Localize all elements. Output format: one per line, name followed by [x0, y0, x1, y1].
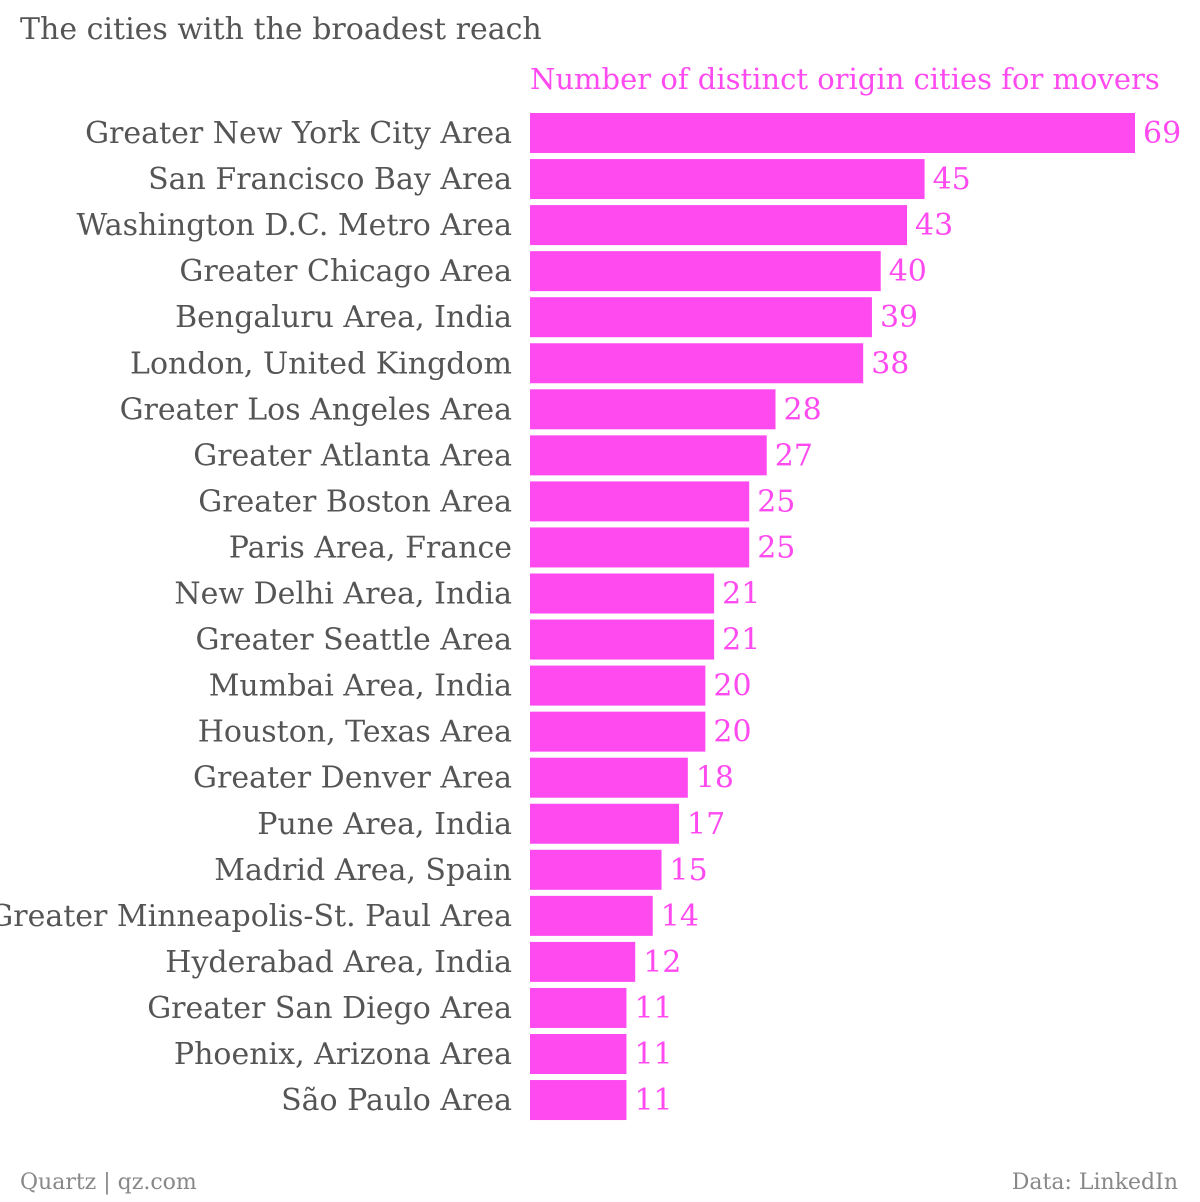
data-label: 11 [634, 991, 672, 1026]
category-label: Greater New York City Area [85, 116, 512, 151]
data-label: 11 [634, 1083, 672, 1118]
data-label: 20 [713, 715, 751, 750]
data-label: 40 [889, 254, 927, 289]
bar [530, 987, 627, 1028]
data-label: 15 [670, 853, 708, 888]
category-label: Pune Area, India [257, 807, 512, 842]
bar [530, 895, 653, 936]
category-label: São Paulo Area [281, 1083, 512, 1118]
footer-data-credit: Data: LinkedIn [1011, 1170, 1178, 1195]
bar [530, 389, 776, 430]
bar [530, 803, 680, 844]
category-label: Greater Seattle Area [196, 623, 513, 658]
bar [530, 159, 925, 200]
category-label: Greater Minneapolis-St. Paul Area [0, 899, 512, 934]
data-label: 25 [757, 484, 795, 519]
bar [530, 481, 750, 522]
bar [530, 113, 1135, 153]
footer-source-credit: Quartz | qz.com [20, 1170, 197, 1195]
category-label: Houston, Texas Area [198, 715, 512, 750]
series-label: Number of distinct origin cities for mov… [530, 62, 1160, 96]
data-label: 20 [713, 669, 751, 704]
category-label: San Francisco Bay Area [148, 162, 512, 197]
bar [530, 573, 715, 614]
category-label: Bengaluru Area, India [175, 300, 512, 335]
data-label: 69 [1143, 116, 1181, 151]
data-label: 17 [687, 807, 725, 842]
data-label: 45 [933, 162, 971, 197]
data-label: 11 [634, 1037, 672, 1072]
data-label: 25 [757, 530, 795, 565]
data-label: 39 [880, 300, 918, 335]
data-label: 27 [775, 438, 813, 473]
category-label: Greater Chicago Area [179, 254, 512, 289]
bar [530, 343, 864, 384]
category-label: Washington D.C. Metro Area [76, 208, 512, 243]
category-label: Hyderabad Area, India [165, 945, 512, 980]
bar [530, 941, 636, 982]
bar [530, 297, 872, 338]
category-label: Mumbai Area, India [209, 669, 512, 704]
category-label: Phoenix, Arizona Area [174, 1037, 512, 1072]
data-label: 18 [696, 761, 734, 796]
data-label: 14 [661, 899, 699, 934]
category-label: Greater Denver Area [193, 761, 512, 796]
category-label: Madrid Area, Spain [214, 853, 512, 888]
bar [530, 619, 715, 660]
bar [530, 435, 767, 476]
data-label: 28 [784, 392, 822, 427]
bar [530, 757, 688, 798]
chart-title: The cities with the broadest reach [20, 12, 542, 47]
data-label: 21 [722, 623, 760, 658]
bar [530, 251, 881, 292]
category-label: Greater Atlanta Area [193, 438, 512, 473]
bar [530, 1034, 627, 1074]
data-label: 21 [722, 577, 760, 612]
bar [530, 527, 750, 568]
category-label: New Delhi Area, India [174, 577, 512, 612]
category-label: Greater Boston Area [198, 484, 512, 519]
bar [530, 205, 908, 246]
category-label: London, United Kingdom [130, 346, 512, 381]
bar [530, 665, 706, 706]
data-label: 12 [643, 945, 681, 980]
bar [530, 849, 662, 890]
bar [530, 711, 706, 752]
data-label: 38 [871, 346, 909, 381]
category-label: Paris Area, France [229, 530, 512, 565]
category-label: Greater San Diego Area [147, 991, 512, 1026]
data-label: 43 [915, 208, 953, 243]
category-label: Greater Los Angeles Area [120, 392, 513, 427]
bar [530, 1080, 627, 1121]
